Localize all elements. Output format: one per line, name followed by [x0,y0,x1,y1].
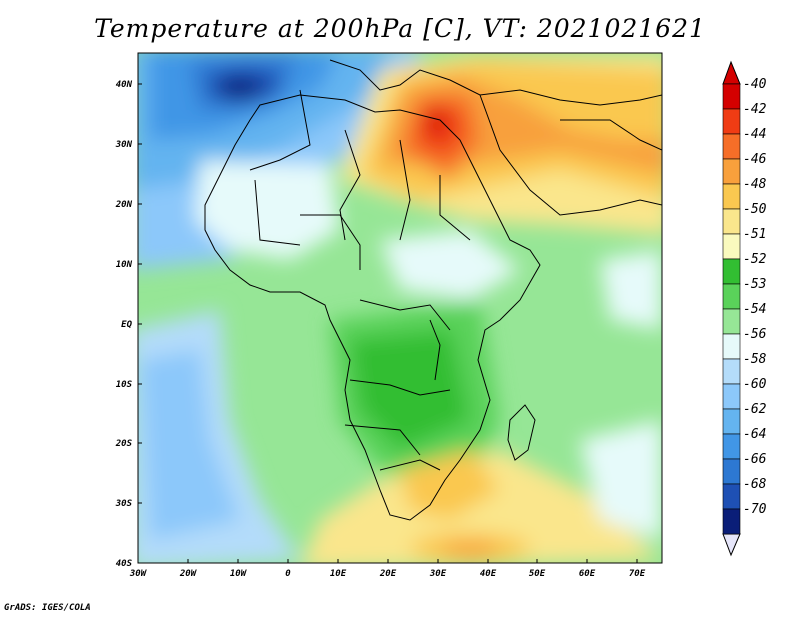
colorbar-level-label: -68 [743,477,767,492]
y-tick-label: 40N [116,80,133,90]
coastlines [204,59,662,521]
colorbar-swatch [722,183,741,210]
colorbar-level-label: -51 [743,227,766,242]
x-tick-label: 60E [579,569,596,579]
x-tick-label: 10E [330,569,347,579]
colorbar-level-label: -53 [743,277,766,292]
x-tick-label: 20E [379,569,397,579]
colorbar-level-label: -70 [743,502,767,517]
colorbar-swatch [722,508,741,535]
x-tick-label: 10W [230,569,248,579]
colorbar-level-label: -64 [743,427,766,442]
y-tick-label: 10S [116,380,133,390]
colorbar-swatch [722,108,741,135]
colorbar-level-label: -50 [743,202,767,217]
map-title: Temperature at 200hPa [C], VT: 202102162… [94,14,706,43]
colorbar-level-label: -58 [743,352,767,367]
colorbar-level-label: -42 [743,102,767,117]
x-tick-label: 30E [429,569,447,579]
y-tick-label: 20S [115,439,133,449]
colorbar-level-label: -48 [743,177,767,192]
colorbar-level-label: -46 [743,152,767,167]
colorbar-swatch [722,458,741,485]
x-tick-label: 30W [129,569,148,579]
colorbar-level-label: -60 [743,377,767,392]
colorbar-top-arrow [722,60,741,85]
y-tick-label: 20N [115,200,133,210]
colorbar-swatch [722,158,741,185]
credit-text: GrADS: IGES/COLA [4,603,91,613]
colorbar-swatch [722,83,741,110]
y-tick-label: 10N [116,260,133,270]
colorbar-level-label: -40 [743,77,767,92]
y-tick-label: EQ [121,320,132,330]
x-tick-label: 70E [629,569,646,579]
colorbar-level-label: -56 [743,327,767,342]
x-tick-label: 40E [480,569,497,579]
colorbar-level-label: -52 [743,252,767,267]
colorbar-swatch [722,483,741,510]
y-tick-label: 30S [115,499,133,509]
colorbar-swatch [722,433,741,460]
map-frame [137,52,663,564]
colorbar-swatch [722,208,741,235]
colorbar-level-label: -54 [743,302,766,317]
y-axis: 40N 30N 20N 10N EQ 10S 20S 30S 40S [115,80,142,569]
temperature-field [138,53,662,563]
colorbar-swatch [722,308,741,335]
colorbar: -40 -42 -44 -46 -48 -50 -51 -52 -53 -54 -56 -58 -60 -… [722,60,767,557]
colorbar-swatch [722,258,741,285]
colorbar-level-label: -62 [743,402,767,417]
colorbar-swatch [722,233,741,260]
x-tick-label: 0 [285,569,291,579]
x-tick-label: 20W [179,569,198,579]
x-axis: 30W 20W 10W 0 10E 20E 30E 40E 50E 60E 70… [129,559,646,579]
y-tick-label: 40S [116,559,133,569]
colorbar-swatch [722,383,741,410]
colorbar-swatch [722,133,741,160]
colorbar-swatch [722,333,741,360]
colorbar-level-label: -66 [743,452,767,467]
colorbar-swatch [722,408,741,435]
y-tick-label: 30N [115,140,133,150]
colorbar-level-label: -44 [743,127,766,142]
colorbar-swatch [722,283,741,310]
x-tick-label: 50E [529,569,546,579]
colorbar-swatch [722,358,741,385]
colorbar-bottom-arrow [722,533,741,557]
